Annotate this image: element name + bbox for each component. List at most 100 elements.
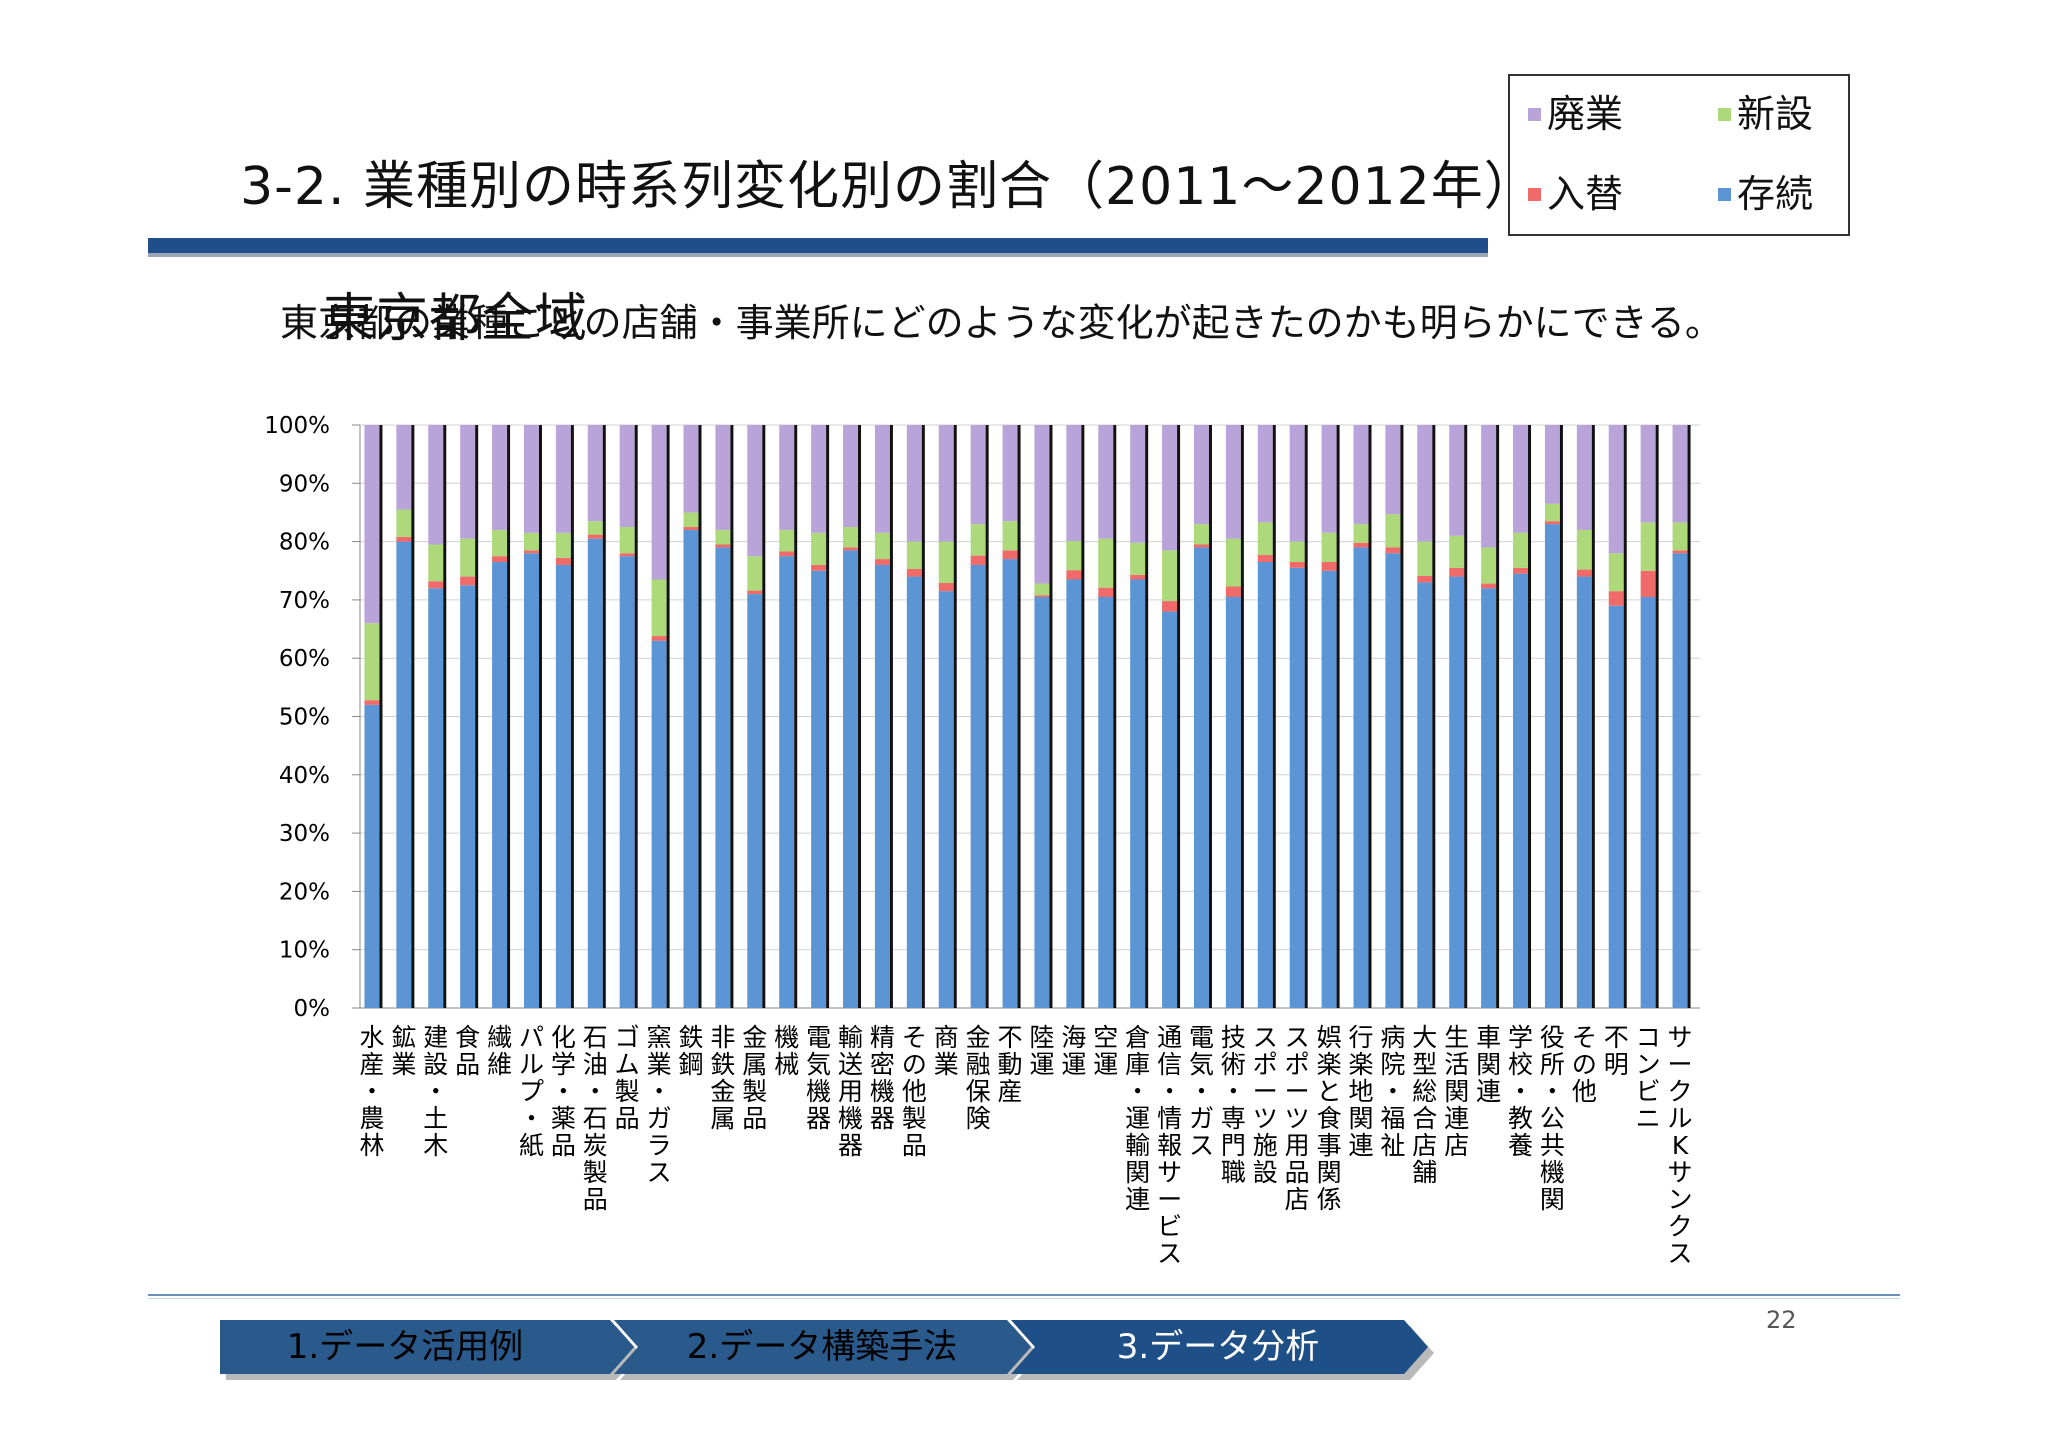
bar-segment-廃業 bbox=[1481, 425, 1497, 548]
bar-segment-入替 bbox=[938, 582, 954, 592]
bar-segment-入替 bbox=[874, 559, 890, 565]
x-category-char: 製 bbox=[742, 1077, 767, 1106]
x-category-char: 共 bbox=[1540, 1131, 1565, 1160]
bar-segment-廃業 bbox=[587, 425, 603, 522]
bar-segment-廃業 bbox=[1034, 425, 1050, 584]
x-category-char: 品 bbox=[615, 1104, 640, 1133]
x-category-char: ゴ bbox=[615, 1023, 640, 1052]
nav-step-3-bg[interactable] bbox=[1011, 1320, 1428, 1374]
x-category-char: 院 bbox=[1380, 1050, 1405, 1079]
x-category-char: 職 bbox=[1221, 1158, 1246, 1187]
x-category-label: 技術・専門職 bbox=[1221, 1023, 1246, 1187]
nav-step-1-bg[interactable] bbox=[220, 1320, 634, 1374]
nav-step-2-label[interactable]: 2.データ構築手法 bbox=[687, 1327, 957, 1367]
bar-segment-存続 bbox=[1385, 553, 1401, 1008]
bar-segment-入替 bbox=[1034, 595, 1050, 597]
bar-segment-新設 bbox=[492, 529, 508, 557]
x-category-label: 金属製品 bbox=[742, 1023, 767, 1133]
x-category-char: ・ bbox=[583, 1077, 608, 1106]
nav-step-2-bg[interactable] bbox=[614, 1320, 1031, 1374]
bar-segment-新設 bbox=[460, 538, 476, 577]
x-category-char: 術 bbox=[1221, 1050, 1246, 1079]
footer-divider-light bbox=[148, 1298, 1900, 1299]
x-category-char: 電 bbox=[806, 1023, 831, 1052]
x-category-char: 器 bbox=[838, 1131, 863, 1160]
x-category-char: 金 bbox=[966, 1023, 991, 1052]
bar-separator bbox=[1272, 425, 1276, 1008]
bar-segment-入替 bbox=[1257, 555, 1273, 563]
legend-swatch-shinsetsu bbox=[1718, 107, 1731, 121]
slide-subtitle: 東京都の業種ごとの店舗・事業所にどのような変化が起きたのかも明らかにできる。 bbox=[280, 301, 1723, 345]
bar-segment-新設 bbox=[1098, 538, 1114, 588]
x-category-char: ル bbox=[519, 1050, 544, 1079]
x-category-label: 水産・農林 bbox=[359, 1023, 384, 1160]
x-category-char: ガ bbox=[647, 1104, 672, 1133]
x-category-char: ス bbox=[1189, 1131, 1214, 1160]
bar-segment-廃業 bbox=[1193, 425, 1209, 525]
nav-step-3-label[interactable]: 3.データ分析 bbox=[1117, 1327, 1319, 1367]
bar-separator bbox=[1208, 425, 1212, 1008]
bar-segment-存続 bbox=[1162, 611, 1178, 1008]
y-tick-label: 50% bbox=[279, 705, 330, 731]
bar-separator bbox=[1496, 425, 1500, 1008]
bar-segment-存続 bbox=[747, 594, 763, 1008]
x-category-char: 関 bbox=[1444, 1077, 1469, 1106]
x-category-char: 商 bbox=[934, 1023, 959, 1052]
slide-title: 3-2. 業種別の時系列変化別の割合（2011〜2012年） 東京都全域 bbox=[205, 88, 1537, 418]
x-category-char: 建 bbox=[423, 1023, 448, 1052]
bar-separator bbox=[1528, 425, 1532, 1008]
x-category-label: コンビニ bbox=[1636, 1023, 1661, 1133]
y-tick-label: 60% bbox=[279, 646, 330, 672]
x-category-char: 食 bbox=[1317, 1104, 1342, 1133]
x-category-char: 製 bbox=[615, 1077, 640, 1106]
x-category-char: そ bbox=[1572, 1023, 1597, 1052]
bar-separator bbox=[762, 425, 766, 1008]
bar-separator bbox=[1432, 425, 1436, 1008]
x-category-char: 運 bbox=[1061, 1050, 1086, 1079]
bar-segment-存続 bbox=[1353, 547, 1369, 1008]
bar-segment-存続 bbox=[1289, 567, 1305, 1008]
bar-segment-新設 bbox=[1385, 514, 1401, 548]
bar-segment-廃業 bbox=[1289, 425, 1305, 542]
x-category-char: 事 bbox=[1317, 1131, 1342, 1160]
bar-segment-廃業 bbox=[1449, 425, 1465, 536]
bar-segment-廃業 bbox=[428, 425, 444, 545]
bar-separator bbox=[921, 425, 925, 1008]
x-category-char: 薬 bbox=[551, 1104, 576, 1133]
x-category-char: そ bbox=[902, 1023, 927, 1052]
x-category-label: 娯楽と食事関係 bbox=[1317, 1023, 1342, 1214]
x-category-label: 大型総合店舗 bbox=[1412, 1023, 1437, 1187]
x-category-label: 電気・ガス bbox=[1189, 1023, 1214, 1160]
bar-segment-新設 bbox=[1162, 550, 1178, 602]
x-category-char: ス bbox=[1253, 1023, 1278, 1052]
bar-segment-存続 bbox=[1098, 596, 1114, 1008]
bar-segment-新設 bbox=[1608, 553, 1624, 592]
bar-segment-廃業 bbox=[619, 425, 635, 528]
bar-separator bbox=[953, 425, 957, 1008]
x-category-char: ・ bbox=[551, 1077, 576, 1106]
x-category-char: 店 bbox=[1412, 1131, 1437, 1160]
bar-segment-新設 bbox=[1289, 541, 1305, 563]
bar-segment-廃業 bbox=[843, 425, 859, 528]
x-category-char: 関 bbox=[1476, 1050, 1501, 1079]
legend-swatch-irekae bbox=[1528, 187, 1541, 201]
bar-segment-入替 bbox=[492, 556, 508, 563]
x-category-label: 生活関連店 bbox=[1444, 1023, 1469, 1160]
bar-segment-入替 bbox=[396, 536, 412, 542]
x-category-char: ス bbox=[1668, 1239, 1693, 1268]
x-category-char: 気 bbox=[806, 1050, 831, 1079]
x-category-char: ス bbox=[1157, 1239, 1182, 1268]
x-category-char: コ bbox=[1636, 1023, 1661, 1052]
x-category-char: 機 bbox=[774, 1023, 799, 1052]
x-category-char: 非 bbox=[710, 1023, 735, 1052]
x-category-char: 品 bbox=[902, 1131, 927, 1160]
x-category-label: 非鉄金属 bbox=[710, 1023, 735, 1133]
bar-segment-廃業 bbox=[523, 425, 539, 533]
x-category-char: ・ bbox=[1189, 1077, 1214, 1106]
x-category-label: 食品 bbox=[455, 1023, 480, 1079]
bar-separator bbox=[602, 425, 606, 1008]
bar-separator bbox=[1591, 425, 1595, 1008]
bar-segment-新設 bbox=[938, 541, 954, 583]
nav-step-1-label[interactable]: 1.データ活用例 bbox=[287, 1327, 523, 1367]
bar-segment-新設 bbox=[1544, 503, 1560, 522]
